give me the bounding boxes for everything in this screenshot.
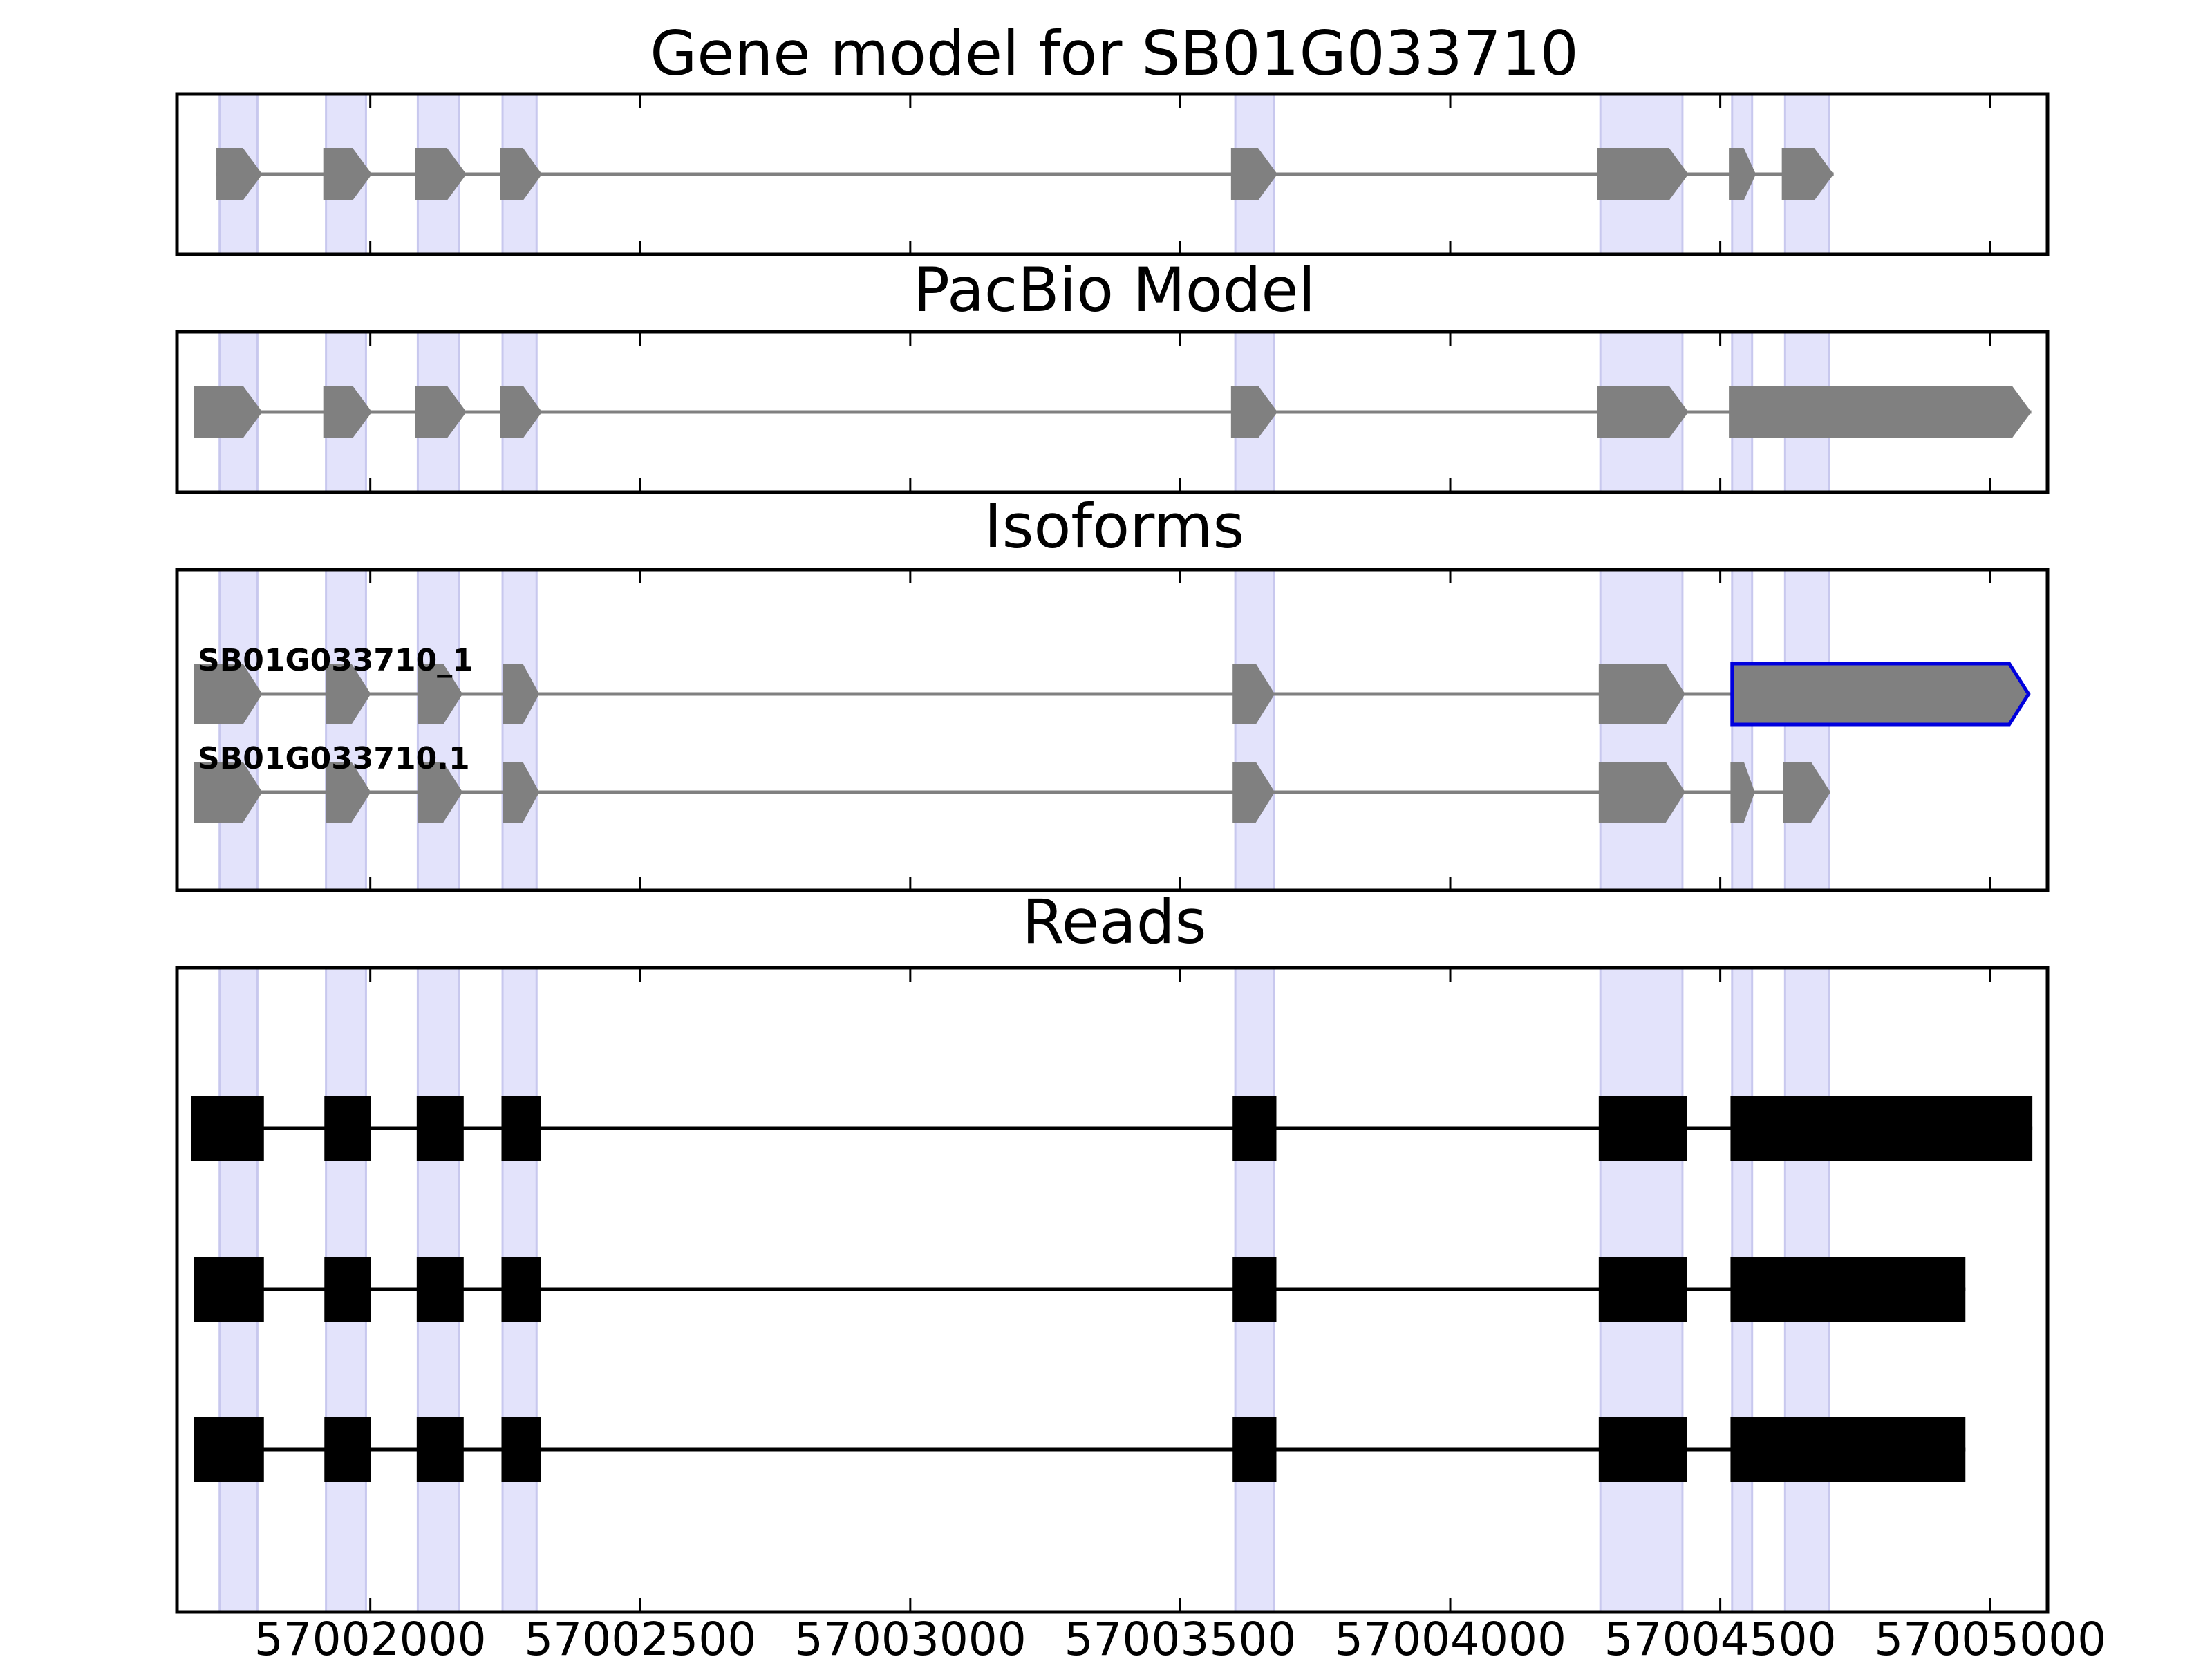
exon-2-1-1 [326,762,371,823]
panel-isoforms-plot: SB01G033710_1 SB01G033710.1 [175,568,2050,892]
isoform-label-1: SB01G033710.1 [198,741,470,776]
exon-0-0-7 [1781,148,1834,200]
exon-1-0-0 [194,386,263,438]
read-block-2-6 [1730,1417,1966,1482]
read-block-1-1 [324,1257,371,1322]
read-block-0-3 [501,1096,541,1161]
read-block-0-0 [191,1096,264,1161]
x-tick-label-0: 57002000 [254,1613,487,1659]
exon-2-0-6 [1730,662,2031,727]
read-block-2-5 [1598,1417,1687,1482]
panel-title-reads: Reads [1022,886,1207,957]
highlight-band-1 [325,568,367,892]
read-block-1-6 [1730,1257,1966,1322]
exon-1-0-3 [500,386,543,438]
read-block-2-0 [194,1417,264,1482]
panel-gene-model: Gene model for SB01G033710 [175,18,2050,256]
read-block-0-5 [1598,1096,1687,1161]
highlight-band-0 [218,568,259,892]
read-block-2-3 [501,1417,541,1482]
exon-1-0-2 [415,386,467,438]
exon-2-0-1 [326,664,371,724]
highlight-band-4 [1234,568,1275,892]
read-block-1-4 [1232,1257,1277,1322]
exon-2-1-2 [418,762,463,823]
highlight-band-6 [1731,568,1754,892]
exon-2-0-5 [1598,664,1685,724]
read-block-2-4 [1232,1417,1277,1482]
highlight-band-7 [1783,568,1830,892]
panel-pacbio-plot [175,330,2050,494]
exon-0-0-5 [1597,148,1689,200]
x-tick-label-4: 57004000 [1334,1613,1566,1659]
exon-2-1-0 [194,762,263,823]
exon-2-0-0 [194,664,263,724]
highlight-band-3 [501,568,538,892]
x-tick-label-6: 57005000 [1874,1613,2106,1659]
exon-1-0-4 [1230,386,1278,438]
highlight-band-2 [416,568,460,892]
isoform-label-0: SB01G033710_1 [198,643,474,678]
panel-frame [175,330,2050,494]
panel-reads: Reads [175,886,2050,1614]
read-block-0-1 [324,1096,371,1161]
panel-title-pacbio-model: PacBio Model [913,254,1315,326]
panel-isoforms: Isoforms SB01G033710_1 SB01G033710.1 [175,491,2050,892]
highlight-band-5 [1599,568,1684,892]
exon-0-0-6 [1729,148,1756,200]
x-tick-label-3: 57003500 [1064,1613,1296,1659]
read-block-0-4 [1232,1096,1277,1161]
x-tick-label-1: 57002500 [524,1613,756,1659]
read-block-1-2 [416,1257,464,1322]
panel-pacbio-model: PacBio Model [175,254,2050,494]
read-block-2-1 [324,1417,371,1482]
x-tick-label-2: 57003000 [794,1613,1027,1659]
exon-0-0-1 [323,148,373,200]
exon-2-1-7 [1783,762,1830,823]
panel-title-isoforms: Isoforms [984,491,1245,562]
read-block-1-3 [501,1257,541,1322]
exon-1-0-5 [1597,386,1689,438]
x-axis-tick-labels: 57002000 57002500 57003000 57003500 57004000… [254,1613,2106,1659]
exon-2-1-5 [1598,762,1685,823]
exon-0-0-0 [216,148,263,200]
panel-frame [175,568,2050,892]
x-tick-label-5: 57004500 [1604,1613,1837,1659]
panel-gene-plot [175,92,2050,256]
read-block-1-5 [1598,1257,1687,1322]
exon-2-0-4 [1232,664,1275,724]
read-block-0-2 [416,1096,464,1161]
panel-title-gene-model: Gene model for SB01G033710 [650,18,1579,89]
exon-1-0-1 [323,386,373,438]
panel-frame [175,92,2050,256]
exon-0-0-4 [1230,148,1278,200]
exon-2-1-6 [1730,762,1755,823]
exon-1-0-6 [1729,386,2032,438]
read-block-1-0 [194,1257,264,1322]
exon-2-1-4 [1232,762,1275,823]
panel-frame [175,966,2050,1614]
exon-0-0-2 [415,148,467,200]
read-block-0-6 [1730,1096,2033,1161]
exon-2-1-3 [503,762,540,823]
panel-reads-plot [175,966,2050,1614]
exon-2-0-2 [418,664,463,724]
exon-0-0-3 [500,148,543,200]
exon-2-0-3 [503,664,540,724]
read-block-2-2 [416,1417,464,1482]
